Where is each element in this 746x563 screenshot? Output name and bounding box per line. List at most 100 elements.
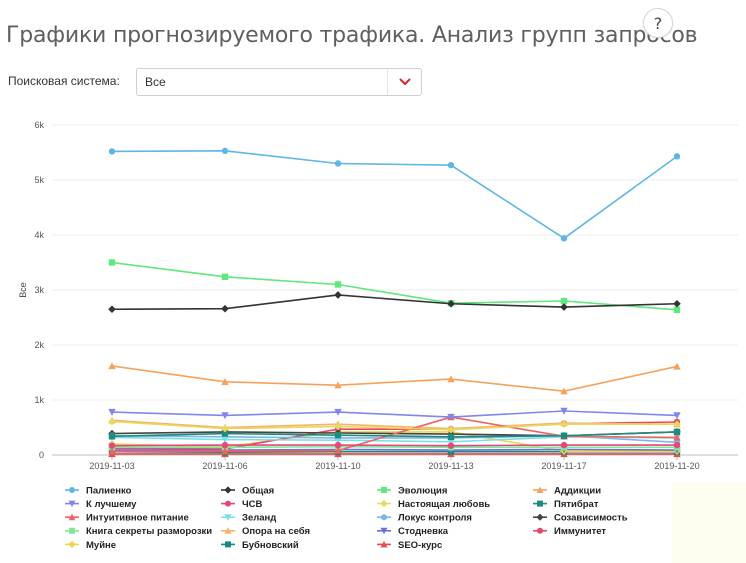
legend-item[interactable]: Аддикции: [533, 485, 601, 496]
data-point[interactable]: [221, 378, 229, 386]
data-point[interactable]: [560, 441, 568, 449]
data-point[interactable]: [560, 387, 568, 395]
data-point[interactable]: [108, 148, 116, 155]
legend-item[interactable]: Опора на себя: [221, 526, 310, 537]
legend-marker[interactable]: [380, 500, 388, 508]
data-point[interactable]: [447, 442, 455, 449]
series-2: [108, 259, 681, 313]
data-point[interactable]: [447, 438, 455, 446]
series-line: [112, 445, 677, 449]
data-point[interactable]: [221, 412, 229, 420]
data-point[interactable]: [334, 381, 342, 389]
data-point[interactable]: [560, 420, 568, 428]
chevron-down-icon[interactable]: [387, 69, 421, 95]
data-point[interactable]: [334, 291, 342, 299]
data-point[interactable]: [447, 433, 455, 441]
legend-marker[interactable]: [380, 540, 388, 548]
data-point[interactable]: [560, 407, 568, 415]
data-point[interactable]: [560, 235, 568, 242]
data-point[interactable]: [447, 375, 455, 383]
legend-item[interactable]: Общая: [221, 485, 274, 496]
legend-item[interactable]: Палиенко: [65, 485, 132, 496]
data-point[interactable]: [221, 436, 229, 444]
data-point[interactable]: [560, 432, 568, 439]
data-point[interactable]: [221, 441, 229, 449]
data-point[interactable]: [334, 436, 342, 444]
data-point[interactable]: [334, 422, 342, 431]
data-point[interactable]: [673, 433, 681, 441]
data-point[interactable]: [673, 420, 681, 428]
data-point[interactable]: [108, 408, 116, 416]
legend-item[interactable]: Интуитивное питание: [65, 513, 189, 524]
legend-marker[interactable]: [69, 527, 75, 534]
legend-item[interactable]: Локус контроля: [377, 513, 472, 524]
legend-item[interactable]: Стодневка: [377, 526, 449, 537]
legend-marker[interactable]: [536, 513, 544, 521]
legend-marker[interactable]: [224, 514, 232, 521]
legend-item[interactable]: Пятибрат: [533, 499, 599, 510]
legend-item[interactable]: Муйне: [65, 540, 116, 551]
data-point[interactable]: [447, 413, 455, 421]
data-point[interactable]: [108, 362, 116, 370]
legend-marker[interactable]: [69, 487, 75, 493]
data-point[interactable]: [221, 430, 229, 437]
data-point[interactable]: [221, 147, 229, 155]
legend-marker[interactable]: [537, 500, 543, 507]
data-point[interactable]: [108, 448, 116, 455]
data-point[interactable]: [673, 306, 681, 313]
data-point[interactable]: [673, 299, 681, 308]
legend-item[interactable]: ЧСВ: [221, 499, 263, 510]
legend-item[interactable]: Зеланд: [221, 513, 276, 524]
legend-item[interactable]: Настоящая любовь: [377, 499, 490, 510]
data-point[interactable]: [221, 447, 229, 455]
legend-marker[interactable]: [537, 527, 543, 534]
legend-item[interactable]: SEO-курс: [377, 540, 442, 551]
legend-marker[interactable]: [381, 514, 387, 521]
legend-marker[interactable]: [68, 500, 76, 508]
legend-marker[interactable]: [380, 527, 388, 535]
data-point[interactable]: [221, 424, 229, 433]
legend-item[interactable]: Книга секреты разморозки: [65, 526, 212, 537]
data-point[interactable]: [560, 297, 568, 305]
data-point[interactable]: [334, 441, 342, 449]
legend-item[interactable]: Эволюция: [377, 485, 447, 496]
data-point[interactable]: [334, 408, 342, 416]
data-point[interactable]: [560, 303, 568, 311]
legend-marker[interactable]: [536, 486, 544, 494]
legend-item[interactable]: Созависимость: [533, 513, 628, 524]
search-engine-select[interactable]: Все: [136, 68, 422, 96]
y-tick-label: 1k: [34, 395, 44, 405]
data-point[interactable]: [673, 362, 681, 370]
data-point[interactable]: [447, 299, 455, 308]
data-point[interactable]: [108, 305, 116, 314]
data-point[interactable]: [108, 433, 116, 440]
data-point[interactable]: [108, 259, 116, 266]
legend-marker[interactable]: [225, 541, 231, 548]
data-point[interactable]: [447, 161, 455, 169]
data-point[interactable]: [334, 281, 342, 288]
legend-marker[interactable]: [68, 513, 76, 521]
help-button[interactable]: ?: [643, 8, 673, 38]
legend-marker[interactable]: [381, 487, 387, 493]
legend-item[interactable]: Иммунитет: [533, 526, 606, 537]
legend-marker[interactable]: [224, 486, 232, 494]
data-point[interactable]: [673, 153, 681, 160]
data-point[interactable]: [673, 428, 681, 436]
data-point[interactable]: [221, 273, 229, 280]
legend-marker[interactable]: [224, 527, 232, 534]
x-tick-label: 2019-11-06: [202, 461, 247, 471]
data-point[interactable]: [221, 304, 229, 313]
legend-marker[interactable]: [68, 540, 76, 548]
data-point[interactable]: [334, 160, 342, 167]
series-line: [111, 431, 677, 452]
data-point[interactable]: [334, 446, 342, 454]
data-point[interactable]: [673, 441, 681, 449]
data-point[interactable]: [334, 432, 342, 439]
data-point[interactable]: [447, 425, 455, 434]
data-point[interactable]: [108, 442, 116, 449]
legend-marker[interactable]: [225, 500, 231, 507]
data-point[interactable]: [108, 417, 116, 426]
legend-item[interactable]: К лучшему: [65, 499, 137, 510]
legend-item[interactable]: Бубновский: [221, 540, 299, 551]
data-point[interactable]: [673, 412, 681, 420]
